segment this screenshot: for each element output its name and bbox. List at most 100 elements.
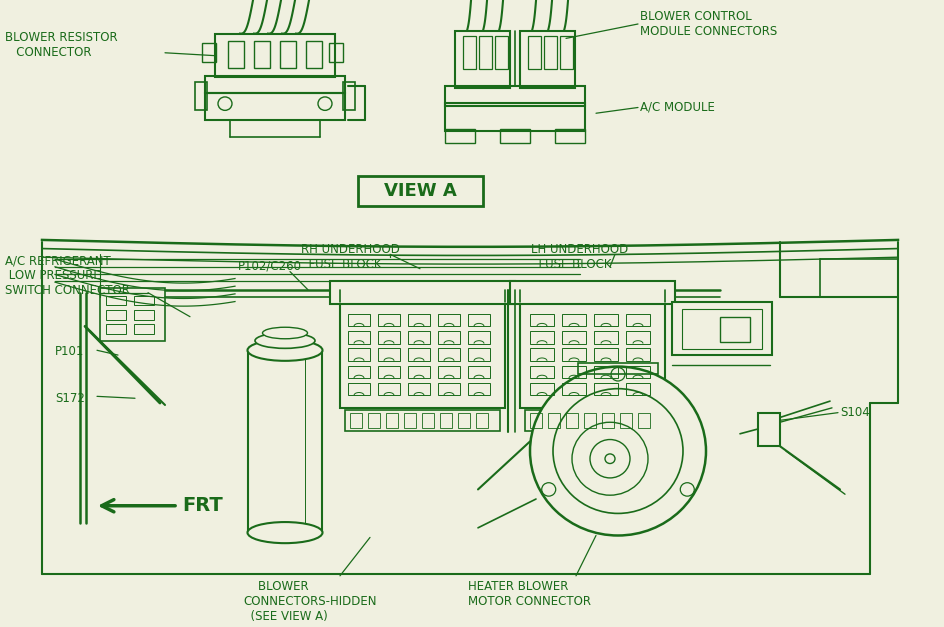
Bar (106, 324, 126, 334)
Bar (378, 366, 400, 378)
Bar (100, 288, 165, 340)
Bar (463, 36, 476, 69)
Bar (345, 410, 500, 431)
Bar (530, 331, 554, 344)
Ellipse shape (255, 333, 315, 349)
Bar (555, 129, 585, 143)
Text: A/C MODULE: A/C MODULE (640, 101, 715, 113)
Bar (594, 383, 618, 396)
Bar (530, 349, 554, 361)
Bar (468, 383, 490, 396)
Text: P102/C260: P102/C260 (238, 259, 302, 272)
Bar (195, 82, 207, 110)
Bar (368, 413, 380, 428)
Bar (594, 331, 618, 344)
Bar (280, 41, 296, 68)
Bar (438, 366, 460, 378)
Bar (758, 413, 780, 446)
Bar (228, 41, 244, 68)
Bar (562, 331, 586, 344)
Text: VIEW A: VIEW A (383, 182, 456, 200)
Bar (455, 31, 510, 88)
Bar (562, 349, 586, 361)
Bar (408, 331, 430, 344)
Bar (202, 43, 216, 62)
Bar (720, 317, 750, 342)
Text: A/C REFRIGERANT
 LOW PRESSURE
SWITCH CONNECTOR: A/C REFRIGERANT LOW PRESSURE SWITCH CONN… (5, 255, 130, 297)
Bar (626, 349, 650, 361)
Bar (348, 366, 370, 378)
Bar (530, 314, 554, 326)
Bar (495, 36, 508, 69)
Bar (476, 413, 488, 428)
Bar (602, 413, 614, 428)
Bar (205, 93, 345, 120)
Bar (530, 366, 554, 378)
Bar (408, 314, 430, 326)
Bar (626, 366, 650, 378)
Bar (340, 302, 505, 408)
Bar (445, 87, 585, 105)
Bar (544, 36, 557, 69)
Bar (682, 309, 762, 349)
Bar (548, 413, 560, 428)
Bar (638, 413, 650, 428)
Bar (626, 331, 650, 344)
Bar (530, 413, 542, 428)
Bar (594, 314, 618, 326)
Bar (528, 36, 541, 69)
Bar (525, 410, 660, 431)
Bar (343, 82, 355, 110)
Bar (215, 34, 335, 76)
Text: BLOWER CONTROL
MODULE CONNECTORS: BLOWER CONTROL MODULE CONNECTORS (640, 9, 777, 38)
Text: S172: S172 (55, 391, 85, 404)
Bar (468, 331, 490, 344)
Bar (566, 413, 578, 428)
Bar (626, 314, 650, 326)
Bar (106, 295, 126, 305)
Bar (134, 324, 154, 334)
Bar (378, 383, 400, 396)
Bar (520, 302, 665, 408)
Bar (306, 41, 322, 68)
Text: RH UNDERHOOD
  FUSE BLOCK: RH UNDERHOOD FUSE BLOCK (300, 243, 399, 271)
Bar (422, 413, 434, 428)
Bar (520, 31, 575, 88)
Text: P101: P101 (55, 345, 84, 359)
Bar (562, 383, 586, 396)
Bar (594, 349, 618, 361)
Bar (458, 413, 470, 428)
Bar (404, 413, 416, 428)
Text: LH UNDERHOOD
  FUSE BLOCK: LH UNDERHOOD FUSE BLOCK (531, 243, 629, 271)
Ellipse shape (247, 340, 323, 361)
Bar (438, 331, 460, 344)
Bar (438, 314, 460, 326)
Bar (445, 129, 475, 143)
Bar (594, 366, 618, 378)
Bar (348, 383, 370, 396)
Bar (620, 413, 632, 428)
Bar (510, 281, 675, 304)
Bar (378, 331, 400, 344)
Bar (468, 314, 490, 326)
Bar (560, 36, 573, 69)
Bar (672, 302, 772, 355)
Bar (134, 310, 154, 320)
Bar (578, 363, 658, 374)
Bar (468, 366, 490, 378)
Bar (408, 366, 430, 378)
Text: FRT: FRT (182, 496, 223, 515)
Ellipse shape (247, 522, 323, 543)
Bar (438, 349, 460, 361)
Bar (562, 366, 586, 378)
Bar (329, 43, 343, 62)
Bar (378, 349, 400, 361)
Ellipse shape (262, 327, 308, 339)
Bar (440, 413, 452, 428)
Bar (348, 314, 370, 326)
Text: BLOWER
CONNECTORS-HIDDEN
  (SEE VIEW A): BLOWER CONNECTORS-HIDDEN (SEE VIEW A) (244, 579, 377, 623)
Bar (386, 413, 398, 428)
Bar (348, 349, 370, 361)
Bar (626, 383, 650, 396)
Bar (530, 383, 554, 396)
